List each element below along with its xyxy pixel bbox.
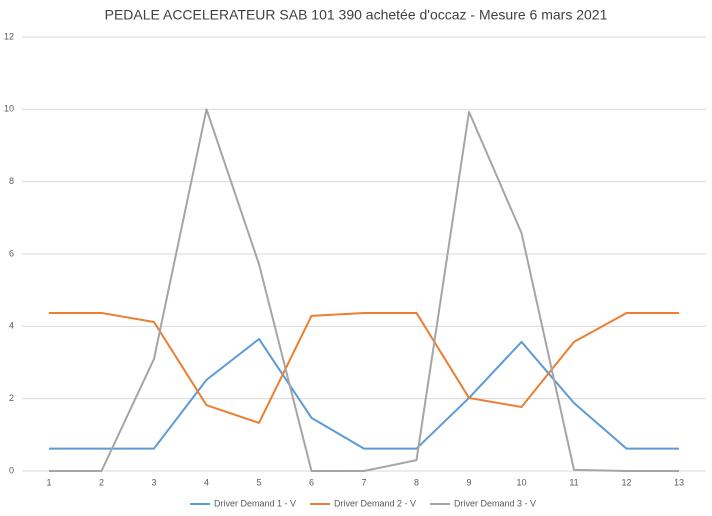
x-tick-label: 2 — [99, 477, 104, 487]
chart-title: PEDALE ACCELERATEUR SAB 101 390 achetée … — [105, 7, 608, 23]
x-tick-label: 4 — [204, 477, 209, 487]
x-tick-label: 7 — [361, 477, 366, 487]
x-tick-label: 10 — [516, 477, 526, 487]
legend-label: Driver Demand 2 - V — [334, 498, 416, 508]
y-tick-label: 8 — [9, 176, 14, 186]
y-tick-label: 2 — [9, 393, 14, 403]
x-tick-label: 8 — [414, 477, 419, 487]
legend-label: Driver Demand 1 - V — [214, 498, 296, 508]
y-tick-label: 12 — [4, 31, 14, 41]
x-tick-label: 12 — [621, 477, 631, 487]
x-tick-label: 3 — [151, 477, 156, 487]
y-tick-label: 10 — [4, 104, 14, 114]
x-tick-label: 1 — [46, 477, 51, 487]
y-tick-label: 0 — [9, 465, 14, 475]
x-tick-label: 6 — [309, 477, 314, 487]
x-tick-label: 11 — [569, 477, 578, 487]
x-tick-label: 5 — [256, 477, 261, 487]
y-tick-label: 6 — [9, 248, 14, 258]
x-tick-label: 13 — [674, 477, 684, 487]
series-line — [49, 337, 679, 450]
series-line — [49, 108, 679, 472]
series-line — [49, 311, 679, 424]
legend-label: Driver Demand 3 - V — [454, 498, 536, 508]
y-tick-label: 4 — [9, 321, 14, 331]
x-tick-label: 9 — [466, 477, 471, 487]
